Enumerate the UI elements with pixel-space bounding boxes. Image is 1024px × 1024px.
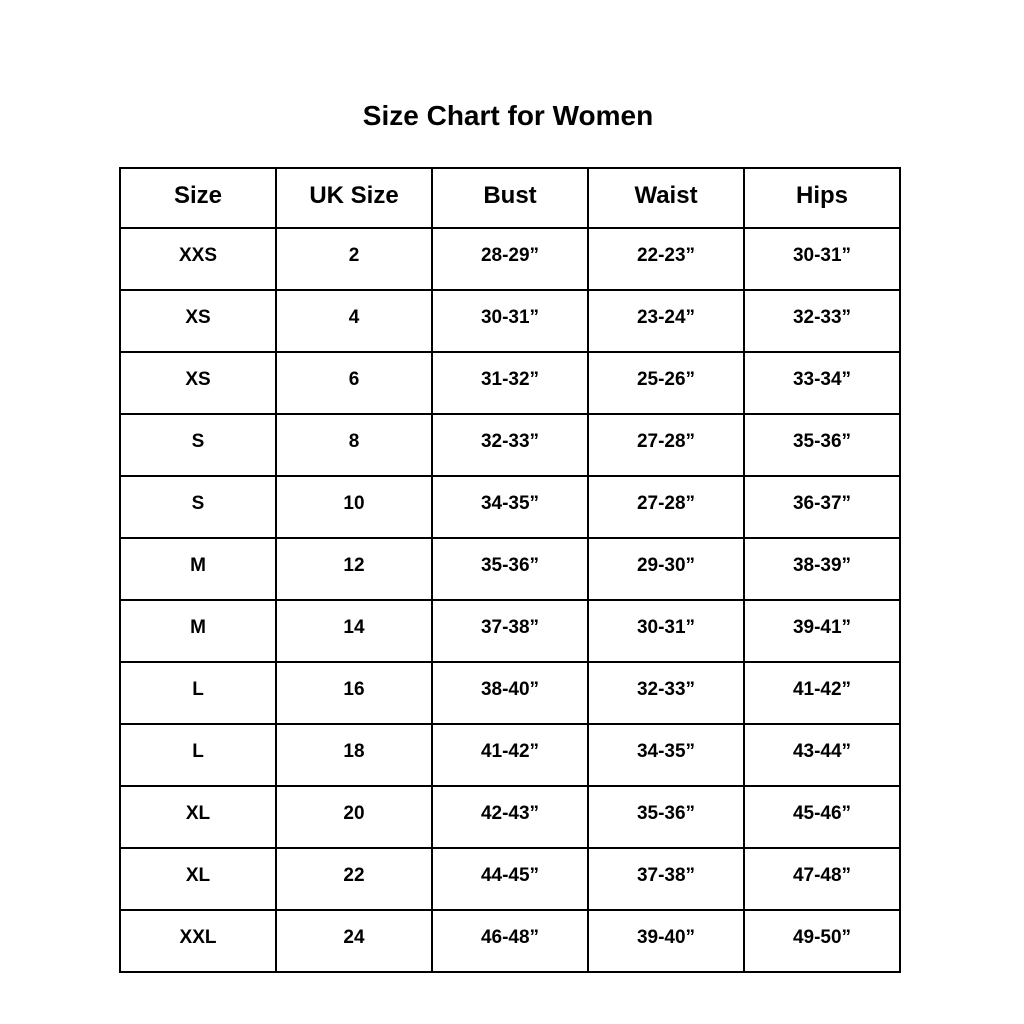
column-header-uk-size: UK Size <box>275 167 433 229</box>
page-title: Size Chart for Women <box>362 100 654 131</box>
cell-bust: 41-42” <box>431 723 589 787</box>
table-header: Size UK Size Bust Waist Hips <box>119 167 901 229</box>
cell-uk-size: 10 <box>275 475 433 539</box>
table-row: M 14 37-38” 30-31” 39-41” <box>119 599 901 663</box>
cell-waist: 23-24” <box>587 289 745 353</box>
cell-bust: 46-48” <box>431 909 589 973</box>
cell-hips: 33-34” <box>743 351 901 415</box>
cell-bust: 34-35” <box>431 475 589 539</box>
table-row: M 12 35-36” 29-30” 38-39” <box>119 537 901 601</box>
table-row: S 8 32-33” 27-28” 35-36” <box>119 413 901 477</box>
cell-size: XXL <box>119 909 277 973</box>
cell-bust: 30-31” <box>431 289 589 353</box>
cell-waist: 35-36” <box>587 785 745 849</box>
cell-bust: 37-38” <box>431 599 589 663</box>
table-row: XXL 24 46-48” 39-40” 49-50” <box>119 909 901 973</box>
table-row: XS 4 30-31” 23-24” 32-33” <box>119 289 901 353</box>
cell-hips: 39-41” <box>743 599 901 663</box>
cell-waist: 27-28” <box>587 413 745 477</box>
cell-hips: 49-50” <box>743 909 901 973</box>
cell-uk-size: 24 <box>275 909 433 973</box>
cell-size: XXS <box>119 227 277 291</box>
cell-uk-size: 18 <box>275 723 433 787</box>
table-row: L 16 38-40” 32-33” 41-42” <box>119 661 901 725</box>
table-row: S 10 34-35” 27-28” 36-37” <box>119 475 901 539</box>
cell-hips: 35-36” <box>743 413 901 477</box>
cell-hips: 30-31” <box>743 227 901 291</box>
cell-uk-size: 4 <box>275 289 433 353</box>
cell-hips: 43-44” <box>743 723 901 787</box>
cell-uk-size: 20 <box>275 785 433 849</box>
cell-uk-size: 6 <box>275 351 433 415</box>
table-row: XXS 2 28-29” 22-23” 30-31” <box>119 227 901 291</box>
cell-uk-size: 2 <box>275 227 433 291</box>
cell-bust: 31-32” <box>431 351 589 415</box>
cell-waist: 37-38” <box>587 847 745 911</box>
cell-hips: 38-39” <box>743 537 901 601</box>
cell-uk-size: 22 <box>275 847 433 911</box>
column-header-size: Size <box>119 167 277 229</box>
cell-hips: 45-46” <box>743 785 901 849</box>
table-row: L 18 41-42” 34-35” 43-44” <box>119 723 901 787</box>
column-header-bust: Bust <box>431 167 589 229</box>
cell-uk-size: 8 <box>275 413 433 477</box>
cell-size: M <box>119 537 277 601</box>
cell-bust: 32-33” <box>431 413 589 477</box>
cell-size: M <box>119 599 277 663</box>
cell-waist: 39-40” <box>587 909 745 973</box>
cell-uk-size: 12 <box>275 537 433 601</box>
cell-bust: 42-43” <box>431 785 589 849</box>
cell-size: XS <box>119 289 277 353</box>
cell-waist: 29-30” <box>587 537 745 601</box>
cell-size: XS <box>119 351 277 415</box>
cell-bust: 38-40” <box>431 661 589 725</box>
cell-bust: 35-36” <box>431 537 589 601</box>
cell-waist: 30-31” <box>587 599 745 663</box>
table-row: XL 20 42-43” 35-36” 45-46” <box>119 785 901 849</box>
cell-waist: 34-35” <box>587 723 745 787</box>
column-header-hips: Hips <box>743 167 901 229</box>
table-body: XXS 2 28-29” 22-23” 30-31” XS 4 30-31” 23-24” 32-… <box>119 227 901 973</box>
table-row: XS 6 31-32” 25-26” 33-34” <box>119 351 901 415</box>
cell-size: L <box>119 723 277 787</box>
table-row: XL 22 44-45” 37-38” 47-48” <box>119 847 901 911</box>
cell-hips: 41-42” <box>743 661 901 725</box>
cell-size: XL <box>119 847 277 911</box>
size-chart-table: Size UK Size Bust Waist Hips XXS 2 28-29” 22-23… <box>119 167 901 973</box>
cell-hips: 32-33” <box>743 289 901 353</box>
cell-uk-size: 14 <box>275 599 433 663</box>
column-header-waist: Waist <box>587 167 745 229</box>
cell-waist: 22-23” <box>587 227 745 291</box>
cell-bust: 44-45” <box>431 847 589 911</box>
cell-size: XL <box>119 785 277 849</box>
cell-waist: 27-28” <box>587 475 745 539</box>
cell-size: L <box>119 661 277 725</box>
cell-hips: 36-37” <box>743 475 901 539</box>
cell-hips: 47-48” <box>743 847 901 911</box>
cell-waist: 32-33” <box>587 661 745 725</box>
cell-size: S <box>119 413 277 477</box>
cell-waist: 25-26” <box>587 351 745 415</box>
cell-bust: 28-29” <box>431 227 589 291</box>
cell-uk-size: 16 <box>275 661 433 725</box>
header-row: Size UK Size Bust Waist Hips <box>119 167 901 229</box>
cell-size: S <box>119 475 277 539</box>
